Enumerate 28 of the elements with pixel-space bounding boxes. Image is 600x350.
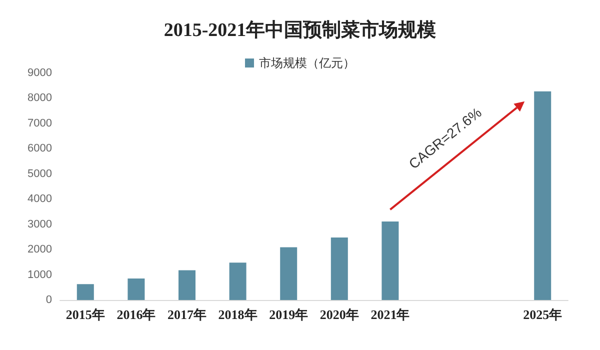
x-tick-label: 2025年 <box>523 307 562 322</box>
x-tick-label: 2020年 <box>320 307 359 322</box>
y-tick-label: 4000 <box>28 193 52 206</box>
y-tick-label: 5000 <box>28 168 52 180</box>
x-tick-label: 2019年 <box>269 307 308 322</box>
x-tick-label: 2018年 <box>218 307 258 322</box>
legend-label: 市场规模（亿元） <box>259 56 355 70</box>
bar <box>76 284 94 300</box>
y-tick-label: 9000 <box>28 67 52 79</box>
bar <box>382 222 399 300</box>
y-tick-label: 0 <box>46 294 52 306</box>
bar <box>280 247 298 300</box>
chart-title: 2015-2021年中国预制菜市场规模 <box>164 19 436 41</box>
bar <box>178 270 196 300</box>
y-tick-label: 7000 <box>28 117 52 130</box>
x-tick-label: 2017年 <box>168 307 206 322</box>
bar <box>229 262 246 300</box>
x-tick-label: 2021年 <box>370 307 410 322</box>
y-tick-label: 6000 <box>28 142 52 155</box>
y-tick-label: 1000 <box>28 268 52 281</box>
y-tick-label: 8000 <box>28 92 52 104</box>
bar <box>534 91 552 300</box>
bar <box>330 237 348 300</box>
x-tick-label: 2016年 <box>116 307 156 322</box>
bar <box>128 278 145 300</box>
x-tick-label: 2015年 <box>66 307 105 322</box>
y-tick-label: 2000 <box>28 244 52 256</box>
y-tick-label: 3000 <box>28 218 52 230</box>
